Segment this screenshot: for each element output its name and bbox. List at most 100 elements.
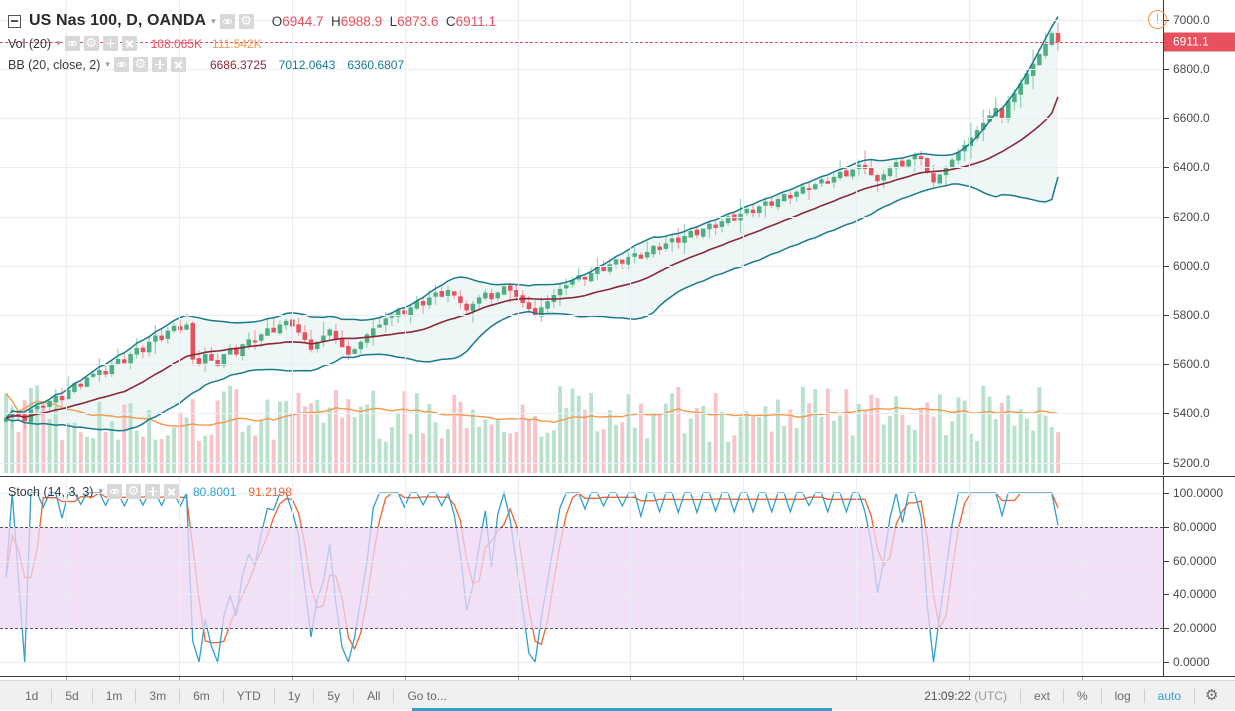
gear-icon[interactable] [83, 35, 99, 51]
volume-bar [912, 429, 917, 473]
range-button-go-to[interactable]: Go to... [407, 688, 447, 703]
volume-bar [352, 417, 357, 473]
volume-bar [738, 416, 743, 473]
gridline-vertical [630, 477, 631, 676]
eye-icon[interactable] [113, 57, 129, 72]
volume-bar [421, 433, 425, 473]
range-button-5y[interactable]: 5y [327, 688, 341, 703]
gridline-horizontal [0, 594, 1163, 595]
stoch-tick-mark [1164, 594, 1169, 596]
plus-icon[interactable] [102, 36, 118, 51]
chevron-down-icon[interactable]: ▾ [56, 38, 61, 48]
candle-body [924, 158, 930, 173]
candle-body [700, 228, 706, 237]
volume-ma-value: 111.542K [212, 36, 262, 51]
option-button-log[interactable]: log [1114, 688, 1131, 703]
gridline-vertical [292, 477, 293, 676]
volume-bar [707, 441, 712, 473]
volume-bar [539, 436, 544, 473]
range-button-1y[interactable]: 1y [287, 688, 301, 703]
volume-bar [253, 435, 257, 473]
eye-icon[interactable] [107, 484, 122, 499]
collapse-icon[interactable] [8, 14, 21, 28]
symbol-title[interactable]: US Nas 100, D, OANDA [29, 12, 207, 29]
range-button-all[interactable]: All [367, 688, 381, 703]
price-scale[interactable]: 7000.0 6800.0 6600.0 6400.0 6200.0 6000.0 5800… [1163, 0, 1235, 475]
toolbar-separator [353, 688, 355, 703]
chevron-down-icon[interactable]: ▾ [98, 486, 103, 496]
clock: 21:09:22 (UTC) [911, 689, 1020, 703]
bottom-toolbar[interactable]: 1d 5d 1m 3m 6m YTD 1y 5y All Go to... 21:09:22 (U… [0, 680, 1235, 710]
plus-icon[interactable] [145, 484, 160, 499]
volume-bar [91, 438, 96, 473]
gear-icon[interactable] [132, 56, 148, 72]
candle-body [439, 291, 444, 297]
candle-body [539, 307, 544, 317]
volume-title[interactable]: Vol (20) [8, 36, 52, 51]
candle-body [302, 332, 308, 340]
gear-icon[interactable] [238, 13, 254, 29]
gridline-vertical [630, 0, 631, 475]
volume-bar [1031, 430, 1036, 473]
bollinger-legend[interactable]: BB (20, close, 2) ▾ 6686.3725 7012.0643 … [8, 56, 404, 72]
alert-warning-icon[interactable] [1148, 10, 1167, 29]
range-buttons[interactable]: 1d 5d 1m 3m 6m YTD 1y 5y All Go to... [0, 687, 460, 705]
stochastic-panel[interactable]: 100.0000 80.0000 60.0000 40.0000 20.0000 0.00… [0, 476, 1235, 676]
volume-bar [203, 435, 208, 473]
stoch-tick-mark [1164, 628, 1169, 630]
volume-bar [109, 421, 114, 473]
volume-bar [122, 404, 127, 473]
range-button-3m[interactable]: 3m [149, 688, 167, 703]
volume-bar [502, 431, 506, 473]
stochastic-legend[interactable]: Stoch (14, 3, 3) ▾ 80.8001 91.2198 [8, 483, 292, 499]
close-icon[interactable] [121, 36, 137, 51]
range-button-1m[interactable]: 1m [105, 688, 123, 703]
chevron-down-icon[interactable]: ▾ [211, 15, 216, 26]
candle-body [97, 370, 102, 375]
high-value: 6988.9 [340, 13, 383, 29]
range-button-5d[interactable]: 5d [65, 688, 79, 703]
range-button-1d[interactable]: 1d [25, 688, 39, 703]
volume-bar [458, 401, 463, 473]
bollinger-title[interactable]: BB (20, close, 2) [8, 57, 101, 72]
stochastic-plot-area[interactable] [0, 477, 1163, 676]
volume-bar [639, 403, 643, 473]
candle-body [931, 173, 936, 183]
chevron-down-icon[interactable]: ▾ [105, 59, 110, 69]
stochastic-scale[interactable]: 100.0000 80.0000 60.0000 40.0000 20.0000 0.00… [1163, 477, 1235, 676]
price-panel[interactable]: 7000.0 6800.0 6600.0 6400.0 6200.0 6000.0 5800… [0, 0, 1235, 475]
candle-body [676, 237, 681, 243]
volume-bar [626, 394, 631, 473]
option-button-percent[interactable]: % [1076, 688, 1088, 703]
volume-bar [607, 410, 612, 473]
volume-bar [97, 401, 102, 473]
option-button-auto[interactable]: auto [1157, 688, 1181, 703]
close-icon[interactable] [164, 484, 179, 499]
stoch-title[interactable]: Stoch (14, 3, 3) [8, 484, 94, 499]
volume-bar [29, 388, 33, 473]
volume-legend[interactable]: Vol (20) ▾ 108.065K 111.542K [8, 35, 262, 51]
eye-icon[interactable] [219, 13, 235, 29]
volume-bar [358, 406, 363, 473]
candle-body [190, 323, 196, 360]
current-price-badge[interactable]: 6911.1 [1164, 32, 1235, 52]
range-button-6m[interactable]: 6m [193, 688, 210, 703]
gear-icon[interactable] [1205, 686, 1221, 704]
option-button-ext[interactable]: ext [1033, 688, 1050, 703]
candle-body [402, 310, 407, 315]
volume-bar [190, 399, 195, 473]
plus-icon[interactable] [151, 57, 167, 72]
volume-bar [981, 385, 986, 473]
chart-options[interactable]: 21:09:22 (UTC) ext% log auto [911, 686, 1235, 705]
price-plot-area[interactable] [0, 0, 1163, 475]
gear-icon[interactable] [126, 483, 141, 499]
symbol-legend[interactable]: US Nas 100, D, OANDA ▾ O6944.7 H6988.9 L… [8, 12, 496, 30]
volume-bar [757, 417, 762, 473]
eye-icon[interactable] [64, 36, 80, 51]
close-icon[interactable] [170, 57, 186, 72]
range-button-ytd[interactable]: YTD [236, 688, 261, 703]
gridline-vertical [66, 477, 67, 676]
volume-bar [284, 400, 289, 473]
volume-bar [751, 416, 755, 473]
stoch-tick-mark [1164, 493, 1169, 494]
